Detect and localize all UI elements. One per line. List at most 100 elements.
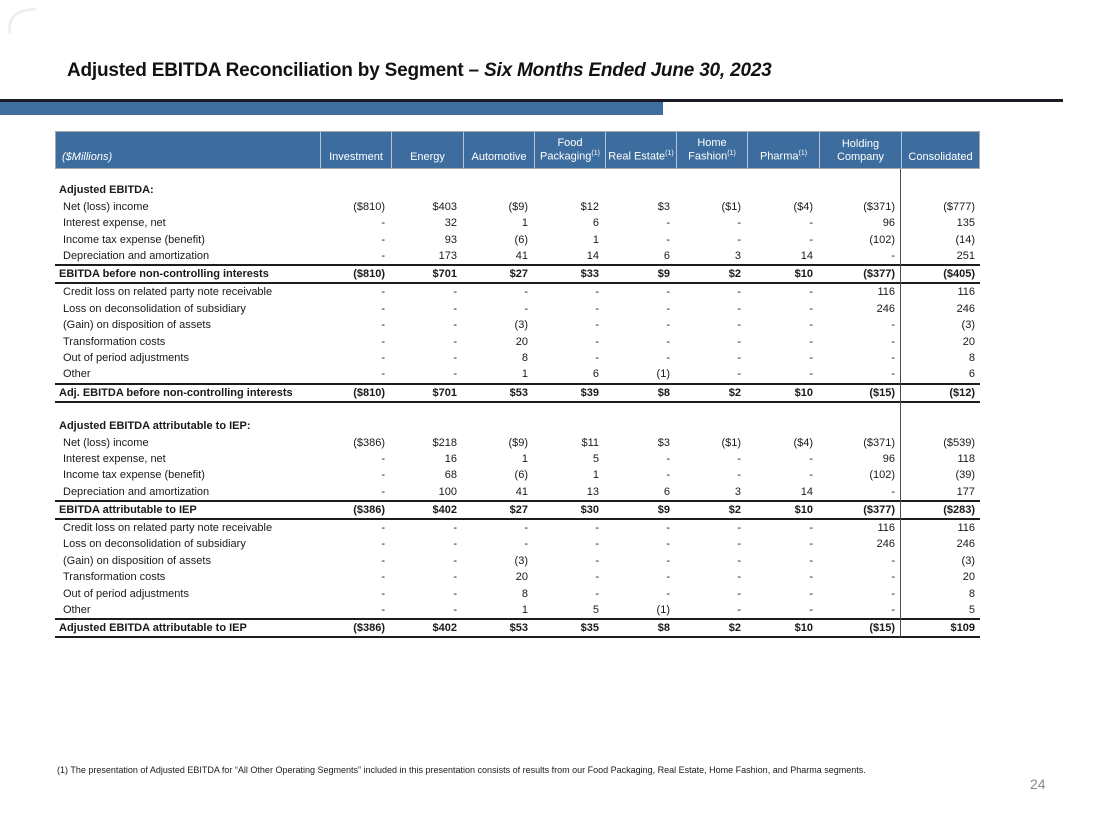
cell-value: $3	[657, 200, 670, 213]
row-label: Credit loss on related party note receiv…	[63, 522, 273, 535]
column-header-energy: Energy	[391, 132, 463, 168]
cell-value: -	[737, 452, 741, 465]
cell-value: $109	[950, 622, 975, 635]
cell-value: -	[809, 538, 813, 551]
cell-value: 116	[877, 522, 895, 535]
cell-value: 246	[876, 302, 895, 315]
cell-value: -	[809, 319, 813, 332]
cell-value: -	[809, 286, 813, 299]
cell-value: 93	[444, 233, 457, 246]
cell-value: (3)	[514, 554, 528, 567]
cell-value: $2	[728, 386, 741, 399]
cell-value: -	[891, 335, 895, 348]
cell-value: 6	[663, 249, 670, 262]
cell-value: $10	[794, 504, 813, 517]
cell-value: 5	[592, 604, 599, 617]
cell-value: $218	[432, 436, 457, 449]
table-row: EBITDA before non-controlling interests (…	[55, 264, 980, 285]
column-header-label: Home Fashion(1)	[688, 136, 736, 163]
cell-value: -	[453, 351, 457, 364]
cell-value: -	[453, 302, 457, 315]
cell-value: $33	[580, 268, 599, 281]
table-row: Depreciation and amortization - 173 41 14 6 3 1…	[55, 248, 980, 264]
table-row: Other - - 1 5 (1) - - - 5	[55, 602, 980, 618]
cell-value: (6)	[514, 469, 528, 482]
cell-value: ($777)	[943, 200, 975, 213]
cell-value: $403	[432, 200, 457, 213]
cell-value: ($386)	[353, 504, 385, 517]
section-header-row: Adjusted EBITDA attributable to IEP:	[55, 418, 980, 435]
column-header-automotive: Automotive	[463, 132, 534, 168]
row-label: Net (loss) income	[63, 200, 149, 213]
column-header-label: Energy	[410, 150, 445, 163]
cell-value: -	[524, 538, 528, 551]
cell-value: -	[737, 587, 741, 600]
cell-value: ($4)	[793, 436, 813, 449]
footnote-ref: (1)	[665, 150, 674, 158]
cell-value: $30	[580, 504, 599, 517]
cell-value: (3)	[961, 554, 975, 567]
cell-value: -	[453, 522, 457, 535]
footnote-ref: (1)	[798, 150, 808, 158]
cell-value: -	[666, 522, 670, 535]
cell-value: -	[737, 522, 741, 535]
row-label: Credit loss on related party note receiv…	[63, 286, 273, 299]
table-row: Adjusted EBITDA attributable to IEP ($386…	[55, 618, 980, 639]
cell-value: -	[381, 522, 385, 535]
cell-value: -	[595, 587, 599, 600]
cell-value: 3	[734, 249, 741, 262]
cell-value: $402	[432, 622, 457, 635]
cell-value: -	[737, 286, 741, 299]
cell-value: -	[381, 469, 385, 482]
cell-value: -	[595, 571, 599, 584]
accent-bar	[0, 102, 663, 115]
cell-value: -	[666, 217, 670, 230]
cell-value: ($377)	[863, 268, 895, 281]
table-row: Income tax expense (benefit) - 93 (6) 1 - - - (1…	[55, 232, 980, 248]
row-label: Interest expense, net	[63, 452, 166, 465]
cell-value: 8	[521, 351, 528, 364]
cell-value: -	[381, 335, 385, 348]
table-header-row: ($Millions) Investment Energy Automotive Foo…	[55, 131, 980, 169]
cell-value: $27	[509, 268, 528, 281]
cell-value: -	[666, 302, 670, 315]
cell-value: -	[595, 335, 599, 348]
cell-value: 6	[968, 368, 975, 381]
logo-swoosh-decoration	[8, 7, 37, 35]
cell-value: -	[453, 335, 457, 348]
cell-value: $11	[581, 436, 599, 449]
table-row: Transformation costs - - 20 - - - - - 20	[55, 569, 980, 585]
cell-value: -	[595, 319, 599, 332]
table-row: Interest expense, net - 32 1 6 - - - 96 135	[55, 215, 980, 231]
cell-value: -	[453, 368, 457, 381]
cell-value: -	[595, 351, 599, 364]
cell-value: -	[891, 351, 895, 364]
cell-value: -	[891, 587, 895, 600]
row-label: Other	[63, 368, 91, 381]
cell-value: -	[381, 587, 385, 600]
cell-value: -	[809, 522, 813, 535]
cell-value: -	[737, 571, 741, 584]
cell-value: -	[381, 452, 385, 465]
cell-value: -	[891, 368, 895, 381]
cell-value: -	[737, 604, 741, 617]
cell-value: 3	[734, 485, 741, 498]
cell-value: -	[595, 554, 599, 567]
cell-value: $10	[794, 268, 813, 281]
cell-value: -	[524, 286, 528, 299]
section-header-row: Adjusted EBITDA:	[55, 182, 980, 199]
cell-value: 1	[592, 469, 599, 482]
cell-value: 177	[956, 485, 975, 498]
row-label: Depreciation and amortization	[63, 249, 210, 262]
cell-value: $8	[657, 622, 670, 635]
cell-value: -	[809, 587, 813, 600]
cell-value: -	[381, 302, 385, 315]
cell-value: $2	[728, 268, 741, 281]
cell-value: 173	[438, 249, 457, 262]
cell-value: ($12)	[949, 386, 975, 399]
cell-value: -	[453, 554, 457, 567]
cell-value: ($377)	[863, 504, 895, 517]
cell-value: 6	[592, 368, 599, 381]
cell-value: 41	[515, 249, 528, 262]
cell-value: 14	[586, 249, 599, 262]
